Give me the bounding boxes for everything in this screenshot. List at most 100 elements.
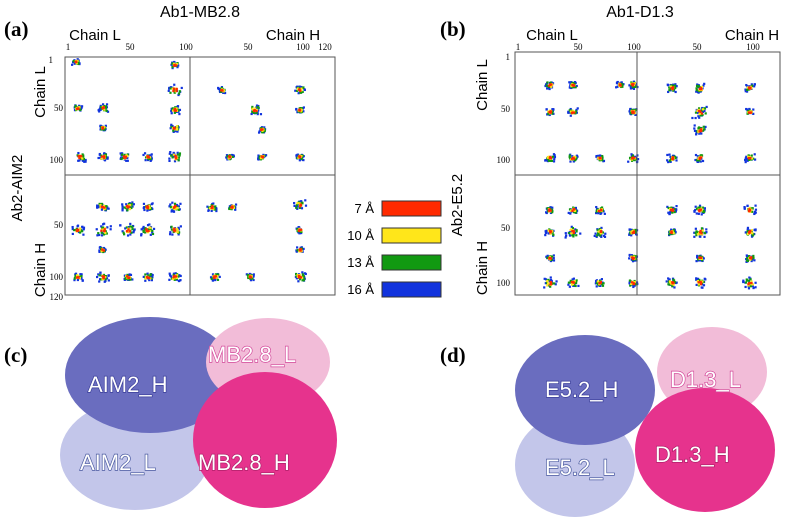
panel-label: (b) — [440, 17, 466, 41]
contact-dot — [77, 151, 80, 155]
contact-dot — [749, 256, 752, 260]
contact-dot — [257, 154, 260, 157]
chain-label: E5.2_L — [545, 455, 615, 480]
contact-dot — [210, 277, 213, 280]
contact-dot — [701, 280, 704, 283]
contact-dot — [572, 280, 575, 284]
contact-dot — [575, 229, 578, 232]
contact-dot — [169, 127, 172, 130]
contact-dot — [548, 257, 551, 260]
contact-dot — [697, 115, 700, 118]
contact-dot — [750, 283, 753, 286]
contact-dot — [553, 155, 557, 159]
contact-dot — [104, 248, 107, 251]
contact-dot — [574, 158, 577, 161]
contact-dot — [595, 155, 598, 158]
contact-dot — [669, 211, 672, 214]
chain-label: AIM2_L — [80, 450, 156, 475]
contact-dot — [173, 274, 176, 278]
contact-dot — [750, 235, 754, 238]
contact-dot — [545, 255, 548, 258]
contact-dot — [753, 259, 756, 262]
contact-dot — [673, 208, 676, 211]
contact-dot — [674, 231, 677, 234]
contact-dot — [629, 87, 633, 90]
contact-dot — [77, 276, 80, 279]
contact-dot — [260, 128, 263, 131]
contact-dot — [749, 156, 752, 160]
contact-dot — [697, 91, 700, 94]
contact-dot — [146, 224, 150, 227]
contact-dot — [80, 106, 83, 109]
contact-dot — [151, 231, 154, 234]
contact-dot — [631, 154, 635, 157]
contact-dot — [546, 87, 549, 90]
contact-dot — [552, 254, 555, 257]
contact-dot — [106, 206, 109, 209]
contact-dot — [75, 60, 78, 63]
contact-dot — [568, 81, 571, 84]
contact-dot — [174, 130, 177, 133]
contact-dot — [169, 87, 172, 90]
contact-dot — [699, 154, 703, 157]
contact-dot — [744, 281, 748, 284]
contact-dot — [569, 228, 572, 232]
contact-dot — [599, 228, 602, 232]
contact-dot — [573, 111, 576, 114]
tick-label: 50 — [501, 223, 511, 233]
contact-dot — [179, 274, 182, 278]
contact-dot — [696, 233, 700, 236]
contact-dot — [126, 159, 129, 162]
contact-dot — [100, 155, 104, 158]
contact-dot — [746, 86, 749, 89]
tick-label: 120 — [318, 42, 332, 52]
contact-dot — [695, 87, 698, 90]
contact-dot — [149, 154, 152, 157]
contact-dot — [669, 85, 672, 88]
tick-label: 50 — [126, 42, 136, 52]
contact-dot — [144, 277, 147, 280]
contact-dot — [100, 249, 103, 253]
contact-dot — [700, 85, 703, 88]
contact-dot — [572, 157, 576, 160]
contact-dot — [745, 83, 748, 87]
contact-dot — [215, 207, 218, 210]
contact-dot — [103, 108, 106, 111]
contact-dot — [102, 277, 105, 280]
contact-dot — [301, 273, 304, 276]
contact-dot — [550, 278, 553, 282]
contact-dot — [152, 227, 156, 231]
contact-dot — [746, 159, 749, 162]
contact-dot — [746, 232, 750, 236]
contact-dot — [121, 203, 124, 206]
contact-dot — [671, 208, 675, 211]
contact-dot — [173, 202, 177, 205]
contact-dot — [107, 207, 110, 210]
contact-dot — [674, 90, 677, 94]
contact-dot — [752, 157, 755, 160]
contact-dot — [78, 106, 81, 109]
contact-dot — [701, 210, 705, 213]
contact-dot — [230, 208, 233, 211]
contact-dot — [301, 271, 304, 274]
contact-dot — [572, 233, 575, 236]
contact-dot — [126, 153, 129, 156]
contact-dot — [746, 112, 749, 115]
contact-dot — [150, 155, 153, 158]
contact-dot — [296, 249, 299, 252]
contact-dot — [84, 158, 87, 162]
contact-dot — [127, 202, 131, 206]
contact-dot — [574, 155, 577, 158]
contact-dot — [631, 256, 634, 259]
contact-dot — [252, 111, 256, 114]
contact-dot — [129, 225, 132, 228]
contact-dot — [80, 277, 83, 280]
contact-dot — [568, 109, 571, 112]
contact-dot — [102, 204, 106, 207]
contact-dot — [129, 233, 132, 236]
contact-dot — [144, 279, 147, 282]
contact-dot — [695, 207, 699, 210]
contact-dot — [545, 83, 548, 86]
contact-dot — [667, 277, 670, 280]
contact-dot — [216, 278, 220, 281]
